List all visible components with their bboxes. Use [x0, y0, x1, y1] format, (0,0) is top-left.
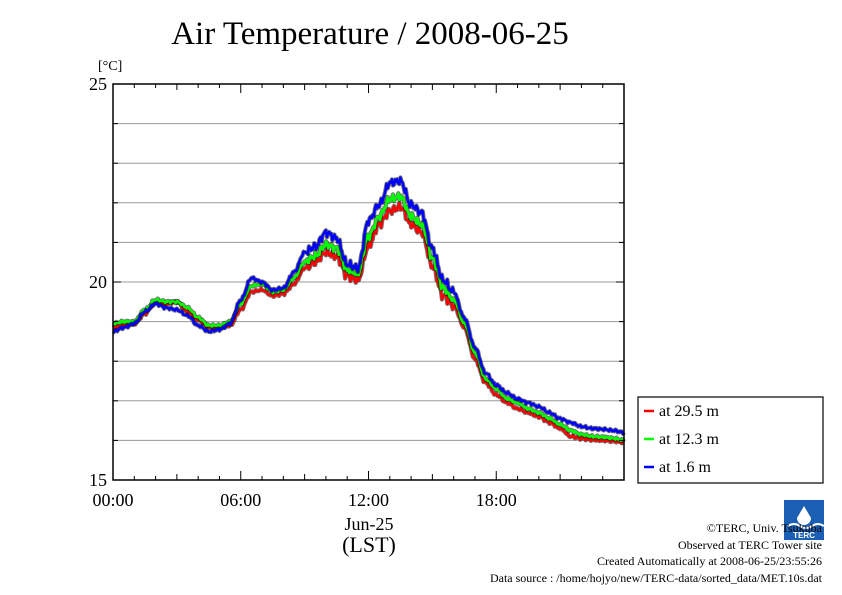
- x-axis: 00:00 06:00 12:00 18:00: [92, 84, 625, 510]
- source-text: Data source : /home/hojyo/new/TERC-data/…: [489, 570, 822, 585]
- x-axis-sub-label: (LST): [342, 532, 396, 557]
- x-tick-label: 12:00: [348, 490, 389, 510]
- chart-title: Air Temperature / 2008-06-25: [171, 16, 569, 52]
- water-drop-icon: [797, 506, 811, 525]
- x-tick-label: 06:00: [220, 490, 261, 510]
- terc-logo: TERC: [784, 500, 825, 540]
- legend-entry: at 1.6 m: [659, 459, 712, 476]
- copyright-text: ©TERC, Univ. Tsukuba: [706, 521, 822, 535]
- grid-lines: [113, 123, 624, 441]
- x-tick-label: 00:00: [92, 490, 133, 510]
- credits-block: ©TERC, Univ. Tsukuba Observed at TERC To…: [490, 520, 822, 586]
- legend-entry: at 29.5 m: [659, 403, 720, 420]
- x-axis-label: Jun-25: [345, 514, 394, 534]
- x-tick-label: 18:00: [476, 490, 517, 510]
- series-line: [112, 192, 625, 443]
- legend: at 29.5 m at 12.3 m at 1.6 m: [637, 396, 824, 484]
- logo-text: TERC: [793, 531, 815, 540]
- observed-text: Observed at TERC Tower site: [677, 537, 822, 552]
- y-tick-label: 20: [89, 272, 107, 292]
- series-line: [112, 176, 625, 436]
- y-tick-label: 25: [89, 74, 107, 94]
- y-axis-unit: [°C]: [98, 59, 122, 74]
- created-text: Created Automatically at 2008-06-25/23:5…: [597, 554, 822, 568]
- y-axis: 15 20 25: [89, 74, 624, 490]
- series-lines: [111, 175, 626, 446]
- legend-box: [637, 396, 824, 484]
- y-tick-label: 15: [89, 470, 107, 490]
- legend-entry: at 12.3 m: [659, 431, 720, 448]
